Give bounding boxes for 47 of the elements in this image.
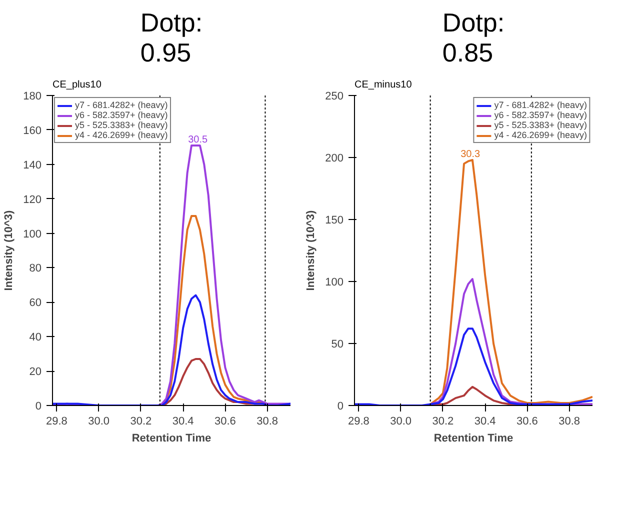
x-tick-label: 30.8 [256,416,278,428]
chart-subtitle: CE_plus10 [52,80,102,90]
legend-label: y4 - 426.2699+ (heavy) [75,130,168,140]
y-tick-label: 140 [23,159,42,172]
y-tick-label: 20 [29,366,42,378]
y-tick-label: 200 [325,152,344,164]
annotation: 30.5 [188,134,208,146]
x-tick-label: 29.8 [348,416,370,428]
chart-title: Dotp: 0.95 [140,8,203,68]
y-tick-label: 0 [35,400,42,412]
x-tick-label: 30.0 [390,416,412,428]
chart-title: Dotp: 0.85 [442,8,505,68]
y-tick-label: 40 [29,332,42,344]
y-tick-label: 250 [325,90,344,102]
x-tick-label: 30.6 [516,416,538,428]
y-tick-label: 180 [23,90,42,102]
legend-label: y6 - 582.3597+ (heavy) [494,110,587,120]
legend-label: y4 - 426.2699+ (heavy) [494,130,587,140]
x-tick-label: 30.2 [432,416,454,428]
y-tick-label: 0 [337,400,344,412]
y-axis-title: Intensity (10^3) [305,210,318,291]
x-tick-label: 30.4 [474,416,496,428]
x-axis-title: Retention Time [434,432,514,444]
x-tick-label: 29.8 [46,416,68,428]
y-tick-label: 100 [325,276,344,288]
x-tick-label: 30.2 [130,416,152,428]
legend-label: y7 - 681.4282+ (heavy) [494,100,587,110]
x-tick-label: 30.0 [88,416,110,428]
y-tick-label: 120 [23,194,42,206]
x-axis-title: Retention Time [132,432,212,444]
y-tick-label: 100 [23,228,42,240]
x-tick-label: 30.4 [172,416,194,428]
legend-label: y7 - 681.4282+ (heavy) [75,100,168,110]
legend-label: y5 - 525.3383+ (heavy) [494,120,587,130]
y-tick-label: 60 [29,297,42,310]
legend-label: y6 - 582.3597+ (heavy) [75,110,168,120]
x-tick-label: 30.6 [214,416,236,428]
y-tick-label: 160 [23,124,42,137]
y-tick-label: 150 [325,214,344,226]
y-tick-label: 80 [29,262,42,275]
y-tick-label: 50 [331,338,344,350]
x-tick-label: 30.8 [558,416,580,428]
chart-subtitle: CE_minus10 [354,80,412,90]
y-axis-title: Intensity (10^3) [3,210,16,291]
annotation: 30.3 [460,148,481,160]
line-series [429,158,592,406]
legend-label: y5 - 525.3383+ (heavy) [75,120,168,130]
